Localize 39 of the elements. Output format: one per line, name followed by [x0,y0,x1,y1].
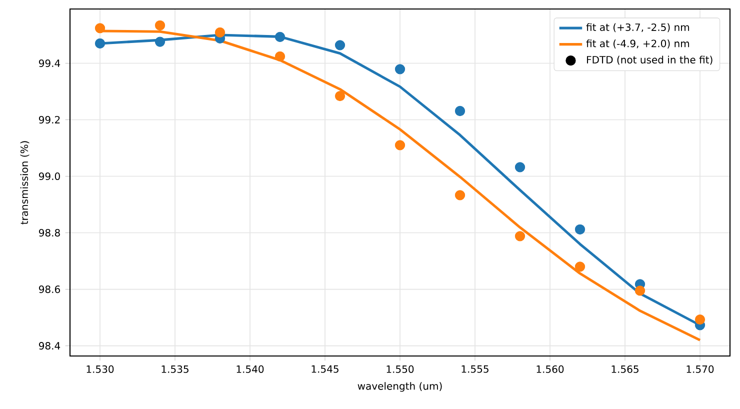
y-tick-label: 98.4 [38,342,60,350]
x-tick-label: 1.570 [686,365,714,373]
legend-label: fit at (-4.9, +2.0) nm [586,40,690,48]
point [154,36,166,47]
point [454,106,466,116]
point [334,90,346,102]
y-axis-title: transmission (%) [20,141,30,224]
point [694,314,706,325]
point [94,38,106,49]
point [574,224,586,234]
y-tick-label: 98.6 [38,286,60,294]
x-axis-title: wavelength (um) [358,382,442,392]
y-tick-label: 98.8 [38,229,60,237]
x-tick-label: 1.530 [86,365,114,373]
x-tick-label: 1.555 [462,365,488,373]
point [454,190,466,200]
y-tick-label: 99.2 [38,116,60,124]
x-tick-label: 1.565 [612,365,638,373]
x-tick-label: 1.560 [536,365,564,373]
y-tick-label: 99.0 [38,172,60,180]
point [514,162,526,172]
point [274,32,286,42]
point [334,40,346,50]
point [574,262,586,272]
point [94,23,106,34]
point [394,140,406,150]
point [394,64,406,74]
legend-label: fit at (+3.7, -2.5) nm [586,23,690,32]
x-tick-label: 1.545 [312,365,338,373]
y-tick-label: 99.4 [38,59,60,68]
x-tick-label: 1.540 [236,365,264,373]
point [214,27,226,38]
point [154,20,166,30]
point [634,286,646,296]
x-tick-label: 1.535 [162,365,188,373]
point [514,231,526,242]
legend-label: FDTD (not used in the fit) [587,56,712,65]
point [274,51,286,62]
x-tick-label: 1.550 [386,365,414,373]
